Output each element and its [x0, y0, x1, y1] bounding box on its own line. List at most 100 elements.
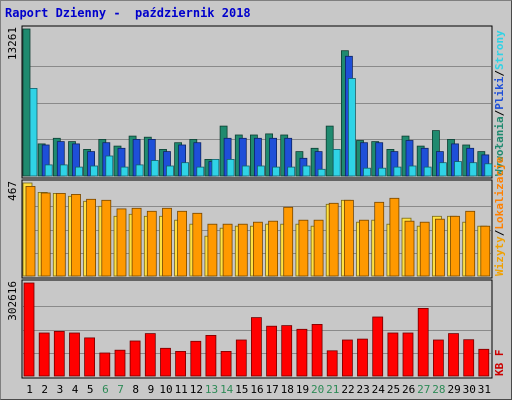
- bar-middle-lokalizacje-day-22: [343, 199, 354, 277]
- bar-bottom-kb-f-day-9: [144, 333, 156, 377]
- bar-middle-lokalizacje-day-21: [328, 202, 339, 277]
- bar-top-strony-day-18: [287, 166, 296, 177]
- x-tick-label-day-3: 3: [57, 383, 64, 396]
- bar-middle-lokalizacje-day-17: [268, 220, 279, 277]
- bar-top-strony-day-15: [241, 165, 250, 177]
- legend-label: Pliki: [493, 76, 506, 109]
- bar-bottom-kb-f-day-30: [463, 339, 475, 377]
- bar-bottom-kb-f-day-22: [341, 339, 353, 377]
- bar-top-strony-day-31: [484, 163, 493, 177]
- x-tick-label-day-22: 22: [341, 383, 354, 396]
- legend-label: /: [493, 229, 506, 236]
- bar-top-strony-day-20: [317, 168, 326, 177]
- bar-bottom-kb-f-day-3: [53, 330, 65, 377]
- bar-middle-lokalizacje-day-2: [40, 192, 51, 277]
- bar-bottom-kb-f-day-10: [160, 347, 171, 377]
- bar-bottom-kb-f-day-6: [99, 352, 111, 377]
- bar-bottom-kb-f-day-2: [38, 332, 50, 377]
- x-tick-label-day-14: 14: [220, 383, 234, 396]
- bar-top-strony-day-25: [393, 166, 402, 177]
- bar-bottom-kb-f-day-23: [357, 338, 368, 377]
- x-tick-label-day-27: 27: [417, 383, 430, 396]
- bar-bottom-kb-f-day-19: [296, 328, 308, 377]
- bar-bottom-kb-f-day-28: [432, 339, 444, 377]
- bar-top-strony-day-2: [44, 164, 53, 177]
- bar-middle-lokalizacje-day-29: [450, 215, 460, 277]
- bar-top-strony-day-5: [90, 165, 98, 177]
- bar-top-strony-day-26: [408, 165, 417, 177]
- x-tick-label-day-30: 30: [463, 383, 476, 396]
- page-title: Raport Dzienny - październik 2018: [5, 6, 251, 20]
- bar-middle-lokalizacje-day-24: [374, 201, 385, 277]
- x-tick-label-day-15: 15: [235, 383, 248, 396]
- bar-bottom-kb-f-day-17: [266, 325, 278, 377]
- bar-bottom-kb-f-day-27: [417, 307, 429, 377]
- bar-middle-lokalizacje-day-27: [419, 221, 430, 277]
- bar-middle-lokalizacje-day-9: [146, 210, 157, 277]
- bar-top-strony-day-27: [423, 166, 432, 177]
- bar-middle-lokalizacje-day-7: [116, 208, 127, 277]
- bar-top-strony-day-14: [226, 158, 235, 177]
- bar-bottom-kb-f-day-31: [478, 348, 490, 377]
- bar-middle-lokalizacje-day-15: [237, 223, 248, 277]
- x-tick-label-day-7: 7: [117, 383, 124, 396]
- x-tick-label-day-13: 13: [205, 383, 218, 396]
- x-tick-label-day-26: 26: [402, 383, 415, 396]
- bar-middle-lokalizacje-day-3: [55, 192, 66, 277]
- bar-top-strony-day-10: [166, 165, 174, 177]
- bar-middle-lokalizacje-day-23: [359, 219, 369, 277]
- bar-top-strony-day-11: [181, 162, 190, 177]
- bar-bottom-kb-f-day-26: [402, 332, 414, 377]
- bar-bottom-kb-f-day-15: [235, 339, 247, 377]
- x-tick-label-day-8: 8: [132, 383, 139, 396]
- y-tick-label-middle: 467: [6, 181, 19, 201]
- bar-bottom-kb-f-day-16: [250, 317, 262, 377]
- bar-bottom-kb-f-day-14: [220, 350, 232, 377]
- bar-top-strony-day-19: [302, 165, 311, 177]
- bar-top-strony-day-6: [105, 155, 114, 177]
- bar-top-strony-day-3: [59, 164, 68, 177]
- legend-label: KB F: [493, 350, 506, 377]
- x-tick-label-day-2: 2: [41, 383, 48, 396]
- x-tick-label-day-5: 5: [87, 383, 94, 396]
- bar-bottom-kb-f-day-4: [69, 332, 80, 377]
- x-tick-label-day-4: 4: [72, 383, 79, 396]
- bar-top-strony-day-30: [469, 162, 478, 177]
- x-tick-label-day-21: 21: [326, 383, 339, 396]
- bar-top-wywo-ania-day-21: [325, 125, 334, 177]
- x-tick-label-day-23: 23: [356, 383, 369, 396]
- bar-bottom-kb-f-day-1: [23, 282, 35, 377]
- series-legend-middle: Wizyty/Lokalizacje: [493, 156, 506, 276]
- x-tick-label-day-25: 25: [387, 383, 400, 396]
- bar-middle-lokalizacje-day-11: [177, 210, 188, 277]
- x-tick-label-day-28: 28: [432, 383, 445, 396]
- bar-middle-lokalizacje-day-18: [283, 206, 294, 277]
- bar-middle-lokalizacje-day-16: [252, 221, 263, 277]
- bar-bottom-kb-f-day-24: [372, 316, 384, 377]
- bar-middle-lokalizacje-day-20: [313, 219, 324, 277]
- bar-top-strony-day-12: [196, 166, 205, 177]
- x-tick-label-day-10: 10: [159, 383, 172, 396]
- bar-middle-lokalizacje-day-4: [71, 193, 81, 277]
- bar-top-strony-day-28: [438, 162, 447, 177]
- bar-middle-lokalizacje-day-19: [298, 219, 309, 277]
- bar-top-strony-day-16: [256, 165, 265, 177]
- bar-middle-lokalizacje-day-13: [207, 223, 218, 277]
- bar-bottom-kb-f-day-11: [175, 350, 187, 377]
- bar-bottom-kb-f-day-25: [387, 332, 399, 377]
- bar-top-strony-day-1: [29, 88, 38, 177]
- legend-label: /: [493, 70, 506, 77]
- bar-bottom-kb-f-day-29: [448, 333, 459, 377]
- bar-bottom-kb-f-day-8: [129, 340, 141, 377]
- series-legend-top: Wywołania/Pliki/Strony: [493, 30, 506, 176]
- x-tick-label-day-19: 19: [296, 383, 309, 396]
- bar-bottom-kb-f-day-7: [114, 349, 126, 377]
- x-tick-label-day-24: 24: [372, 383, 386, 396]
- x-tick-label-day-18: 18: [281, 383, 294, 396]
- bar-bottom-kb-f-day-5: [84, 337, 95, 377]
- bar-middle-lokalizacje-day-5: [86, 198, 96, 277]
- bar-middle-lokalizacje-day-10: [162, 207, 172, 277]
- bar-middle-lokalizacje-day-28: [434, 218, 445, 277]
- bar-top-strony-day-13: [211, 158, 220, 177]
